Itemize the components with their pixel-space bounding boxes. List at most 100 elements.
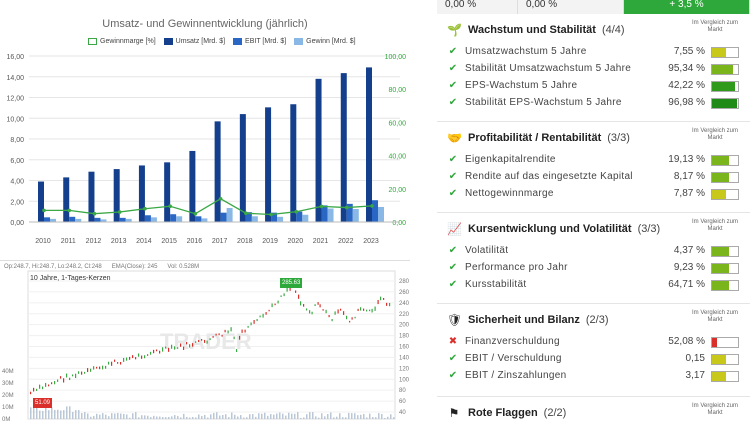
profit-bar [378, 206, 384, 222]
candle-up [380, 296, 382, 301]
candle-down [224, 329, 226, 333]
volume-bar [168, 416, 170, 419]
metric-row[interactable]: ✔ Performance pro Jahr 9,23 % [437, 260, 750, 277]
metric-row[interactable]: ✔ EPS-Wachstum 5 Jahre 42,22 % [437, 78, 750, 95]
section-header[interactable]: 📈 Kursentwicklung und Volatilität (3/3) Im … [437, 215, 750, 243]
metric-row[interactable]: ✔ Kursstabilität 64,71 % [437, 277, 750, 294]
rating-bar [711, 337, 739, 348]
volume-bar [162, 417, 164, 419]
legend-item-revenue[interactable]: Umsatz [Mrd. $] [163, 38, 225, 45]
section-header[interactable]: 🤝 Profitabilität / Rentabilität (3/3) Im Ve… [437, 124, 750, 152]
rating-bar-fill [712, 82, 736, 91]
candle-down [114, 359, 116, 362]
volume-bar [198, 414, 200, 419]
volume-bar [183, 413, 185, 419]
volume-tick-label: 40M [2, 369, 14, 375]
section-header[interactable]: 🛡 Sicherheit und Bilanz (2/3) Im Vergleich … [437, 306, 750, 334]
shield-icon: 🛡 [447, 313, 463, 327]
volume-bar [279, 412, 281, 419]
legend-item-margin[interactable]: Gewinnmarge [%] [88, 38, 156, 45]
legend-item-ebit[interactable]: EBIT [Mrd. $] [233, 38, 286, 45]
volume-bar [51, 407, 53, 419]
y-tick-label: 10,00 [6, 116, 24, 123]
metric-row[interactable]: ✔ EBIT / Zinszahlungen 3,17 [437, 368, 750, 385]
volume-bar [33, 406, 35, 419]
candle-down [322, 309, 324, 311]
volume-bar [216, 412, 218, 419]
check-icon: ✔ [448, 97, 458, 108]
volume-bar [99, 414, 101, 419]
volume-bar [48, 410, 50, 419]
metric-row[interactable]: ✔ Umsatzwachstum 5 Jahre 7,55 % [437, 44, 750, 61]
volume-bar [207, 417, 209, 419]
metric-row[interactable]: ✖ Finanzverschuldung 52,08 % [437, 334, 750, 351]
candle-down [343, 311, 345, 315]
stock-chart-title: 10 Jahre, 1-Tages-Kerzen [30, 275, 111, 282]
section-header[interactable]: 🌱 Wachstum und Stabilität (4/4) Im Vergleic… [437, 16, 750, 44]
metric-row[interactable]: ✔ Nettogewinnmarge 7,87 % [437, 186, 750, 203]
x-tick-label: 2019 [262, 238, 278, 245]
revenue-bar [113, 169, 120, 222]
margin-point [344, 205, 349, 210]
candle-up [39, 384, 41, 389]
candle-up [75, 373, 77, 379]
metric-row[interactable]: ✔ Volatilität 4,37 % [437, 243, 750, 260]
section-title: Kursentwicklung und Volatilität (3/3) [468, 223, 660, 235]
perf-cell-1: 0,00 % [437, 0, 518, 14]
metric-label: Stabilität Umsatzwachstum 5 Jahre [465, 63, 632, 74]
candle-down [135, 357, 137, 360]
volume-bar [306, 414, 308, 419]
volume-bar [252, 414, 254, 419]
candle-down [96, 366, 98, 369]
section-title: Sicherheit und Bilanz (2/3) [468, 314, 608, 326]
candle-up [325, 309, 327, 314]
profit-bar [75, 218, 82, 222]
volume-bar [339, 413, 341, 419]
candle-up [309, 310, 311, 314]
y2-tick-label: 100,00 [385, 54, 407, 61]
x-tick-label: 2014 [136, 238, 152, 245]
section-title-text: Kursentwicklung und Volatilität [468, 223, 632, 235]
y-tick-label: 4,00 [10, 179, 24, 186]
candle-down [340, 308, 342, 311]
volume-bar [387, 416, 389, 419]
legend-swatch-margin [88, 38, 97, 45]
volume-bar [345, 417, 347, 419]
section-divider [437, 303, 750, 304]
profit-bar [327, 208, 334, 222]
ebit-bar [220, 212, 227, 222]
legend-item-profit[interactable]: Gewinn [Mrd. $] [294, 38, 356, 45]
volume-bar [285, 415, 287, 419]
price-tick-label: 100 [399, 377, 410, 383]
volume-bar [354, 413, 356, 419]
metric-row[interactable]: ✔ Stabilität Umsatzwachstum 5 Jahre 95,34 … [437, 61, 750, 78]
y-tick-label: 0,00 [10, 220, 24, 227]
rating-bar [711, 155, 739, 166]
low-price-badge: 51.09 [33, 398, 53, 408]
metric-row[interactable]: ✔ Eigenkapitalrendite 19,13 % [437, 152, 750, 169]
volume-bar [54, 409, 56, 419]
rating-bar-fill [712, 156, 729, 165]
metric-row[interactable]: ✔ Rendite auf das eingesetzte Kapital 8,17… [437, 169, 750, 186]
volume-bar [30, 407, 32, 419]
revenue-bar [340, 73, 347, 223]
candle-up [371, 308, 373, 313]
metric-value: 19,13 % [668, 154, 705, 165]
candle-up [66, 373, 68, 378]
section-header[interactable]: ⚑ Rote Flaggen (2/2) Im Vergleich zum Markt [437, 399, 750, 421]
profit-bar [100, 219, 107, 222]
volume-bar [123, 413, 125, 419]
rating-bar [711, 98, 739, 109]
section-title-text: Sicherheit und Bilanz [468, 314, 580, 326]
revenue-bar [214, 121, 221, 222]
metric-row[interactable]: ✔ EBIT / Verschuldung 0,15 [437, 351, 750, 368]
stock-price-chart[interactable]: 40 60 80 100 120 140 160 180 200 220 240 260 280 0M 10… [0, 260, 410, 421]
metric-row[interactable]: ✔ Stabilität EPS-Wachstum 5 Jahre 96,98 % [437, 95, 750, 112]
volume-bar [141, 415, 143, 419]
section-count: (3/3) [637, 223, 661, 235]
metric-label: EBIT / Zinszahlungen [465, 370, 567, 381]
metric-value: 52,08 % [668, 336, 705, 347]
candle-down [274, 303, 276, 306]
margin-point [244, 211, 248, 216]
volume-bar [228, 417, 230, 419]
